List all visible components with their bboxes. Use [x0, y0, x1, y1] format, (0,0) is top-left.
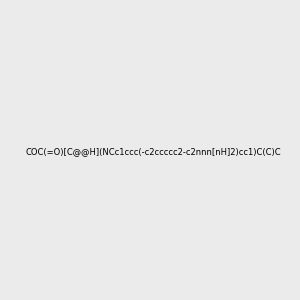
Text: COC(=O)[C@@H](NCc1ccc(-c2ccccc2-c2nnn[nH]2)cc1)C(C)C: COC(=O)[C@@H](NCc1ccc(-c2ccccc2-c2nnn[nH… [26, 147, 282, 156]
